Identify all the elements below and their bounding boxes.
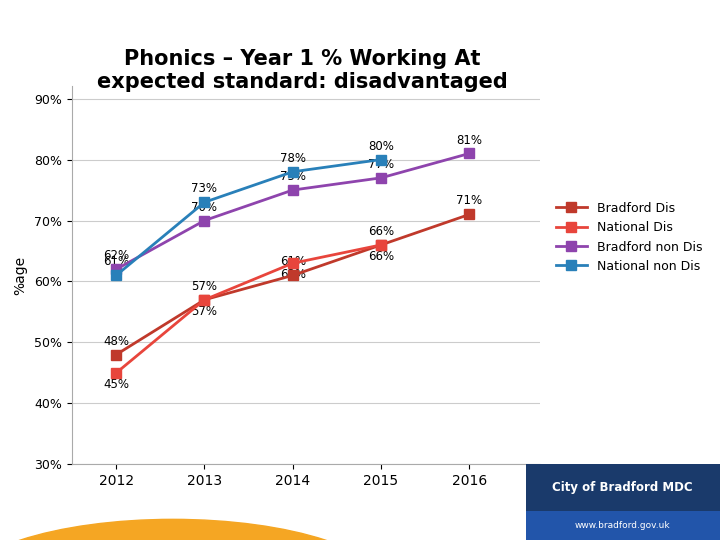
Text: 66%: 66% <box>368 250 394 263</box>
Text: City of Bradford MDC: City of Bradford MDC <box>552 481 693 494</box>
Legend: Bradford Dis, National Dis, Bradford non Dis, National non Dis: Bradford Dis, National Dis, Bradford non… <box>556 202 703 273</box>
Text: www.bradford.gov.uk: www.bradford.gov.uk <box>575 521 670 530</box>
National Dis <box>377 242 385 248</box>
National non Dis <box>377 156 385 163</box>
Line: Bradford Dis: Bradford Dis <box>112 210 474 360</box>
National Dis <box>112 370 120 376</box>
Text: 48%: 48% <box>103 335 129 348</box>
Text: 57%: 57% <box>192 305 217 318</box>
National non Dis <box>289 168 297 175</box>
Text: 78%: 78% <box>280 152 306 165</box>
Text: 80%: 80% <box>368 140 394 153</box>
National Dis <box>200 296 209 303</box>
Text: 61%: 61% <box>103 255 129 268</box>
National non Dis <box>200 199 209 206</box>
Text: 73%: 73% <box>192 183 217 195</box>
Bar <box>526 511 720 540</box>
Text: 45%: 45% <box>103 378 129 391</box>
Text: 81%: 81% <box>456 133 482 146</box>
Bradford Dis <box>200 296 209 303</box>
Bradford Dis <box>289 272 297 279</box>
Line: Bradford non Dis: Bradford non Dis <box>112 148 474 274</box>
Line: National non Dis: National non Dis <box>112 154 386 280</box>
Bradford Dis <box>465 211 474 218</box>
Ellipse shape <box>0 519 389 540</box>
Text: 71%: 71% <box>456 194 482 207</box>
Text: 75%: 75% <box>280 170 306 183</box>
Y-axis label: %age: %age <box>14 256 27 295</box>
Bradford non Dis <box>200 217 209 224</box>
Text: 61%: 61% <box>279 255 306 268</box>
Text: 57%: 57% <box>192 280 217 293</box>
Bradford Dis <box>112 352 120 358</box>
Bradford non Dis <box>465 150 474 157</box>
Line: National Dis: National Dis <box>112 240 386 378</box>
Text: 63%: 63% <box>280 268 306 281</box>
Bradford non Dis <box>289 187 297 193</box>
Text: 62%: 62% <box>103 249 129 262</box>
National non Dis <box>112 272 120 279</box>
Bradford non Dis <box>112 266 120 273</box>
Bradford non Dis <box>377 174 385 181</box>
Text: 66%: 66% <box>368 225 394 238</box>
Text: Phonics – Year 1 % Working At
expected standard: disadvantaged: Phonics – Year 1 % Working At expected s… <box>97 49 508 92</box>
Text: 77%: 77% <box>368 158 394 171</box>
Bradford Dis <box>377 242 385 248</box>
Text: 70%: 70% <box>192 200 217 214</box>
National Dis <box>289 260 297 266</box>
Bar <box>526 464 720 511</box>
